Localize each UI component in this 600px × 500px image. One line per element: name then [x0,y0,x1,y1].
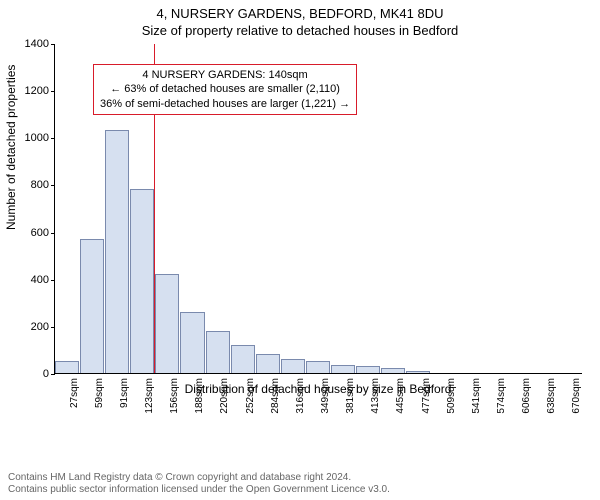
histogram-bar-fill [306,361,330,373]
x-tick-label: 123sqm [144,378,155,424]
y-tick-label: 1000 [19,132,49,144]
y-tick-label: 200 [19,321,49,333]
histogram-bar-fill [231,345,255,373]
histogram-bar-fill [80,239,104,373]
x-tick-label: 638sqm [546,378,557,424]
x-tick-label: 59sqm [94,378,105,424]
histogram-bar [105,130,129,373]
x-tick-label: 349sqm [320,378,331,424]
histogram-bar-fill [155,274,179,373]
x-tick-label: 284sqm [270,378,281,424]
x-tick-label: 477sqm [421,378,432,424]
histogram-bar [130,189,154,373]
x-tick-label: 27sqm [69,378,80,424]
y-tick-mark [51,374,55,375]
histogram-bar-fill [55,361,79,373]
y-tick-mark [51,280,55,281]
y-tick-mark [51,138,55,139]
annotation-line-3: 36% of semi-detached houses are larger (… [100,97,350,111]
plot-area: 4 NURSERY GARDENS: 140sqm ← 63% of detac… [54,44,582,374]
y-tick-mark [51,327,55,328]
y-tick-mark [51,44,55,45]
footer-attribution: Contains HM Land Registry data © Crown c… [8,472,390,496]
footer-line-2: Contains public sector information licen… [8,484,390,496]
histogram-bar-fill [356,366,380,373]
histogram-bar-fill [381,368,405,373]
histogram-bar [155,274,179,373]
x-tick-label: 445sqm [395,378,406,424]
y-tick-mark [51,91,55,92]
x-tick-label: 91sqm [119,378,130,424]
annotation-box: 4 NURSERY GARDENS: 140sqm ← 63% of detac… [93,64,357,115]
histogram-bar [55,361,79,373]
histogram-bar [331,365,355,373]
histogram-bar [180,312,204,373]
histogram-bar [80,239,104,373]
x-tick-label: 509sqm [446,378,457,424]
histogram-bar [406,371,430,373]
histogram-bar [356,366,380,373]
histogram-bar [231,345,255,373]
y-tick-label: 1200 [19,85,49,97]
x-tick-label: 220sqm [219,378,230,424]
x-tick-label: 156sqm [169,378,180,424]
x-tick-label: 316sqm [295,378,306,424]
histogram-bar-fill [406,371,430,373]
histogram-bar-fill [180,312,204,373]
histogram-bar-fill [256,354,280,373]
page-subtitle: Size of property relative to detached ho… [0,21,600,38]
histogram-bar [206,331,230,373]
footer-line-1: Contains HM Land Registry data © Crown c… [8,472,390,484]
y-tick-label: 600 [19,227,49,239]
histogram-bar [381,368,405,373]
histogram-bar [281,359,305,373]
y-tick-label: 400 [19,274,49,286]
annotation-line-1: 4 NURSERY GARDENS: 140sqm [100,68,350,82]
y-tick-mark [51,233,55,234]
histogram-bar-fill [206,331,230,373]
histogram-bar-fill [331,365,355,373]
y-tick-mark [51,185,55,186]
annotation-line-2: ← 63% of detached houses are smaller (2,… [100,82,350,96]
x-tick-label: 381sqm [345,378,356,424]
x-tick-label: 574sqm [496,378,507,424]
x-tick-label: 413sqm [370,378,381,424]
x-tick-label: 188sqm [194,378,205,424]
histogram-bar [256,354,280,373]
histogram-bar-fill [130,189,154,373]
page-title: 4, NURSERY GARDENS, BEDFORD, MK41 8DU [0,0,600,21]
y-tick-label: 1400 [19,38,49,50]
x-tick-label: 670sqm [571,378,582,424]
x-tick-label: 606sqm [521,378,532,424]
x-tick-label: 252sqm [245,378,256,424]
y-tick-label: 0 [19,368,49,380]
histogram-bar-fill [105,130,129,373]
y-tick-label: 800 [19,179,49,191]
histogram-bar [306,361,330,373]
x-tick-label: 541sqm [471,378,482,424]
histogram-bar-fill [281,359,305,373]
y-axis-label: Number of detached properties [4,65,18,230]
chart-container: 4 NURSERY GARDENS: 140sqm ← 63% of detac… [54,44,582,424]
